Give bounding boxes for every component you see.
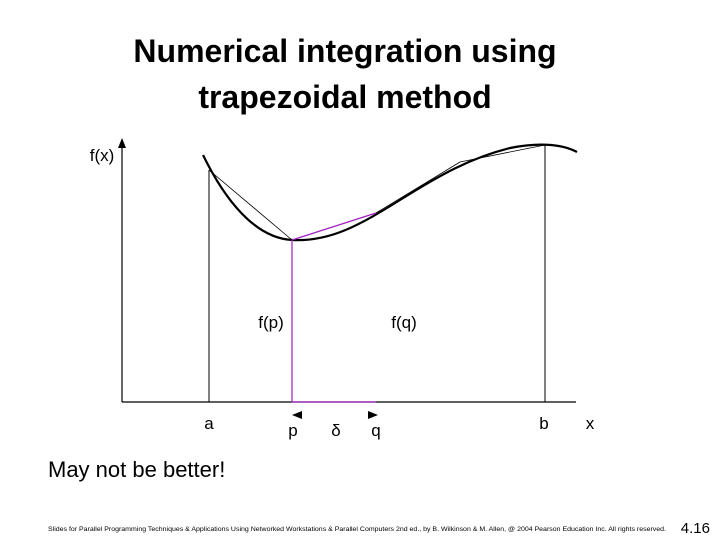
title-line: Numerical integration using: [133, 33, 556, 69]
point-label: a: [204, 414, 214, 433]
point-label: q: [371, 421, 380, 440]
point-label: b: [539, 414, 548, 433]
y-axis-label: f(x): [90, 146, 115, 165]
page-number: 4.16: [681, 520, 710, 537]
point-label: δ: [331, 421, 340, 440]
value-label: f(q): [391, 313, 417, 332]
y-axis-arrow: [118, 138, 126, 148]
point-label: p: [288, 421, 297, 440]
footer-text: Slides for Parallel Programming Techniqu…: [48, 526, 666, 533]
curve: [202, 143, 578, 242]
delta-arrow-right: [368, 411, 378, 419]
value-label: f(p): [258, 313, 284, 332]
chord: [459, 144, 546, 163]
chord: [375, 161, 461, 214]
delta-arrow-left: [292, 411, 302, 419]
caption: May not be better!: [48, 457, 225, 482]
title-line: trapezoidal method: [198, 79, 491, 115]
chord: [208, 169, 293, 241]
trapezoid-top: [291, 212, 377, 241]
x-axis-label: x: [586, 414, 595, 433]
diagram: [118, 138, 578, 419]
